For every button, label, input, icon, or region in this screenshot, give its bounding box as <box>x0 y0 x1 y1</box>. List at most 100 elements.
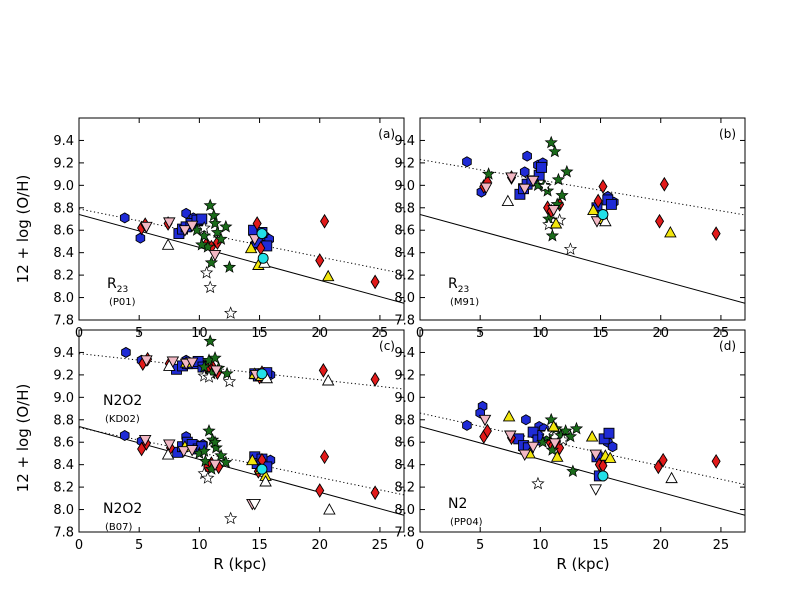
calibration-reference: (B07) <box>105 522 132 533</box>
solid-reference-line <box>79 214 404 304</box>
data-point-triangle_up <box>321 374 335 386</box>
data-point-star <box>203 334 217 347</box>
data-point-star <box>208 351 222 364</box>
data-point-hexagon <box>119 429 130 442</box>
y-tick-label: 8.4 <box>394 458 415 473</box>
x-tick-label: 15 <box>251 538 268 553</box>
series-white-star <box>197 466 238 525</box>
data-point-star <box>201 471 215 484</box>
data-point-triangle_up <box>587 203 600 215</box>
y-tick-label: 8.2 <box>394 269 415 284</box>
calibration-name: R23 <box>107 276 128 295</box>
panel-c: 0 5 10 15 20 25 7.8 8.0 8.2 8.4 8.6 8.8 9.0 9.2 9.4 (c)… <box>53 329 405 553</box>
y-tick-label: 7.8 <box>394 526 415 541</box>
series-white-triangle_down <box>589 484 603 496</box>
panel-tag: (a) <box>378 127 395 141</box>
data-point-triangle_down <box>589 449 603 462</box>
data-point-diamond <box>711 226 721 241</box>
y-axis-label-bottom: 12 + log (O/H) <box>14 384 32 493</box>
data-point-triangle_up <box>549 217 563 229</box>
data-point-star <box>197 444 211 457</box>
data-point-triangle_up <box>665 471 678 484</box>
data-point-hexagon <box>519 166 530 178</box>
data-point-star <box>556 433 570 446</box>
data-point-triangle_up <box>603 451 617 463</box>
x-tick-label: 25 <box>372 538 389 553</box>
data-point-triangle_down <box>185 220 199 233</box>
series-pink-triangle_down <box>478 414 603 462</box>
y-tick-label: 8.0 <box>394 503 415 518</box>
y-tick-label: 8.8 <box>53 201 74 216</box>
data-point-star <box>210 225 225 239</box>
calibration-subscript: 23 <box>458 285 469 295</box>
data-point-diamond <box>370 485 380 501</box>
x-tick-label: 10 <box>191 538 208 553</box>
series-white-triangle_down <box>248 498 262 511</box>
series-green-star <box>192 424 233 475</box>
panel-b: 0 5 10 15 20 257.88.08.28.48.68.89.09.29.4 (b)… <box>394 117 746 341</box>
data-point-triangle_down <box>163 217 176 229</box>
data-point-star <box>204 255 219 269</box>
dotted-fit-line <box>79 353 404 390</box>
y-tick-label: 9.0 <box>394 391 415 406</box>
data-point-triangle_up <box>246 453 259 466</box>
data-point-star <box>198 454 213 467</box>
axes-frame <box>419 329 746 533</box>
data-point-triangle_down <box>526 175 540 188</box>
y-tick-label: 8.2 <box>53 481 74 496</box>
data-point-star <box>563 242 578 255</box>
y-tick-label: 8.8 <box>394 413 415 428</box>
series-white-star <box>197 221 238 319</box>
solid-reference-line <box>79 426 404 516</box>
series-white-triangle_up <box>501 194 612 227</box>
y-tick-label: 9.4 <box>394 346 415 361</box>
y-tick-label: 9.2 <box>53 368 74 383</box>
data-point-triangle_down <box>248 498 262 511</box>
y-tick-label: 9.2 <box>394 156 415 171</box>
solid-reference-line <box>420 426 745 516</box>
y-tick-label: 9.0 <box>53 179 74 194</box>
y-tick-label: 8.8 <box>53 413 74 428</box>
data-point-triangle_down <box>140 355 153 367</box>
data-point-triangle_up <box>161 238 175 250</box>
calibration-name: N2O2 <box>103 501 142 517</box>
data-point-triangle_down <box>504 430 517 442</box>
axes-frame <box>78 329 405 533</box>
data-point-triangle_up <box>550 450 564 462</box>
y-tick-label: 8.6 <box>53 224 74 239</box>
dotted-fit-line <box>420 159 745 216</box>
data-point-star <box>197 228 211 242</box>
data-point-triangle_down <box>590 216 604 228</box>
series-cyan-circle <box>256 368 268 380</box>
data-point-hexagon <box>462 419 472 431</box>
panel-d: 0 5 10 15 20 25 7.8 8.0 8.2 8.4 8.6 8.8 9.0 9.2 9.4 (d)… <box>394 329 746 553</box>
data-point-triangle_down <box>547 205 560 217</box>
data-point-circle <box>256 368 268 380</box>
data-point-hexagon <box>522 150 532 162</box>
x-tick-label: 0 <box>75 538 83 553</box>
y-axis-label-top: 12 + log (O/H) <box>14 175 32 284</box>
data-point-triangle_down <box>185 357 199 369</box>
calibration-name: N2O2 <box>103 393 142 409</box>
y-tick-label: 7.8 <box>53 526 74 541</box>
data-point-diamond <box>655 213 665 229</box>
data-point-diamond <box>598 179 608 194</box>
data-point-square <box>536 161 548 173</box>
data-point-diamond <box>252 216 262 231</box>
solid-reference-line <box>420 214 745 304</box>
data-point-triangle_up <box>323 503 336 515</box>
y-tick-label: 8.6 <box>394 224 415 239</box>
data-point-triangle_down <box>166 356 180 368</box>
data-point-star <box>555 188 569 202</box>
data-point-star <box>563 429 578 443</box>
y-tick-label: 9.4 <box>394 134 415 149</box>
y-tick-label: 9.0 <box>394 179 415 194</box>
x-tick-label: 25 <box>713 538 730 553</box>
y-tick-label: 8.0 <box>53 291 74 306</box>
x-tick-label: 10 <box>532 538 549 553</box>
data-point-triangle_up <box>321 269 335 282</box>
data-point-diamond <box>318 363 328 378</box>
data-point-star <box>222 260 237 273</box>
calibration-name: R23 <box>448 276 469 295</box>
